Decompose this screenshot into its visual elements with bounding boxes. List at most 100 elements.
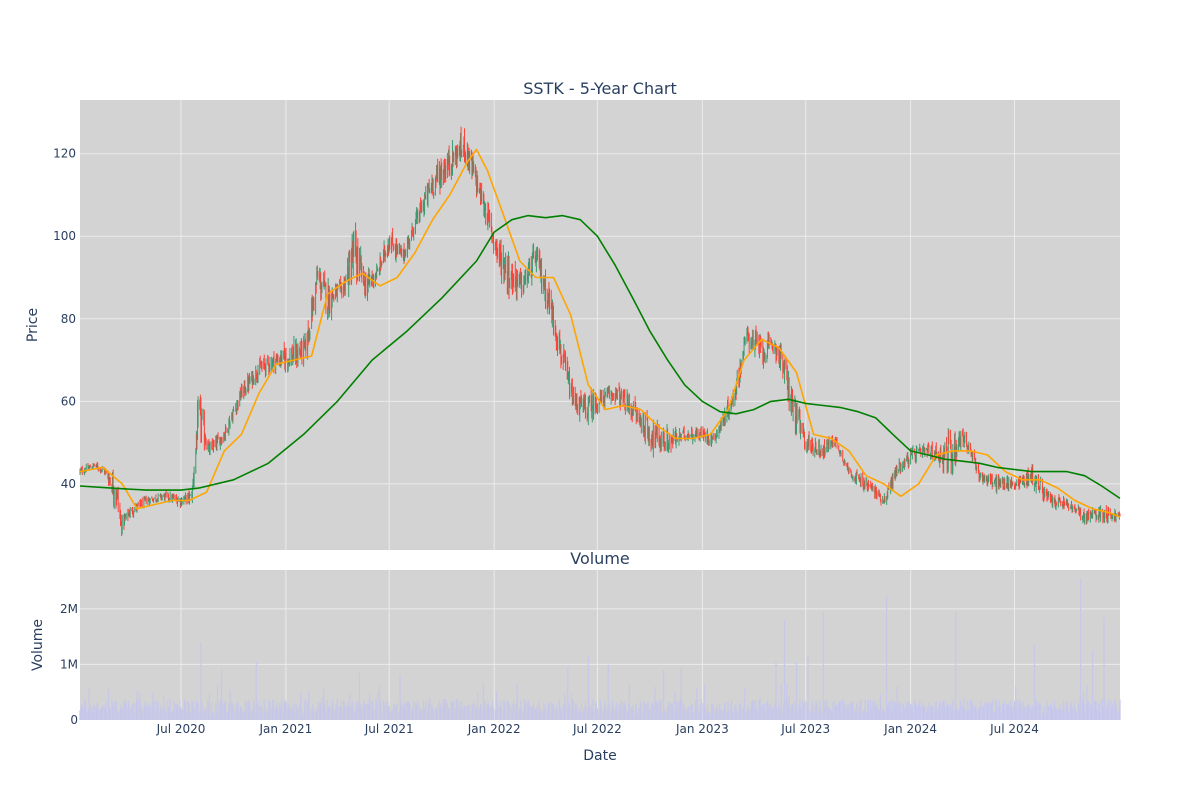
volume-bar [1115,709,1118,720]
volume-bar [399,675,401,720]
volume-bar [952,699,954,720]
x-tick-label: Jul 2020 [156,722,206,736]
volume-bar [704,684,706,720]
volume-bar [808,713,810,720]
volume-bar [835,704,837,720]
volume-bar [844,704,846,720]
volume-bar [516,697,519,720]
volume-bar [1103,617,1105,720]
volume-bar [604,704,607,720]
volume-bar [756,713,758,720]
volume-bar [197,702,199,720]
volume-bar [493,708,495,720]
volume-bar [1104,701,1106,720]
volume-bar [608,704,611,720]
volume-bar [920,707,922,720]
price-tick-label: 40 [61,477,76,491]
volume-bar [217,703,219,720]
volume-bar [544,704,546,720]
volume-bar [964,706,966,720]
volume-bar [888,702,890,720]
volume-bar [160,704,162,720]
volume-bar [796,711,798,720]
volume-bar [457,706,459,720]
volume-bar [233,713,235,720]
volume-bar [676,705,678,720]
volume-bar [776,708,778,720]
volume-bar [636,712,638,720]
volume-bar [141,706,143,720]
volume-panel[interactable] [80,570,1120,720]
volume-bar [382,699,385,720]
volume-bar [136,690,138,720]
volume-bar [208,694,211,720]
volume-bar [458,700,460,720]
volume-bar [980,701,982,720]
volume-bar [942,699,944,720]
volume-bar [972,706,974,720]
volume-bar [453,701,455,720]
volume-bar [1068,712,1070,720]
volume-bar [928,702,930,720]
volume-bar [1048,706,1050,720]
volume-bar [1063,704,1065,720]
volume-bar [466,705,468,720]
volume-bar [129,706,131,720]
price-panel[interactable] [80,100,1120,550]
volume-bar [1008,705,1010,720]
volume-bar [648,709,650,720]
volume-bar [672,706,674,720]
volume-bar [916,707,918,720]
volume-bar [988,702,990,720]
volume-bar [329,706,331,720]
volume-bar [684,709,686,720]
volume-bar [309,713,311,720]
volume-bar [696,700,698,720]
volume-bar [261,713,263,720]
volume-tick-label: 1M [60,657,78,671]
volume-bar [828,708,830,720]
volume-bar [876,704,878,720]
volume-bar [113,702,115,720]
moving-average-lines [79,148,1121,518]
volume-bar [373,710,375,720]
long-moving-average-line [79,214,1121,500]
volume-bar [1012,707,1014,720]
volume-bar [300,705,302,720]
volume-bar [859,702,861,720]
volume-tick-label: 0 [70,713,78,727]
volume-bar [161,709,163,720]
volume-bar [321,697,323,720]
volume-bar [1072,707,1074,720]
volume-bar [1028,703,1030,720]
volume-bar [361,704,363,720]
axis-ticks: Jul 2020 Jan 2021 Jul 2021 Jan 2022 Jul 2022… [53,147,1039,736]
volume-bar [273,707,275,720]
volume-bar [848,704,850,720]
volume-bar [389,712,391,720]
volume-bar [333,711,335,720]
volume-bar [556,713,559,720]
volume-bar [381,712,383,720]
volume-bar [515,703,517,720]
volume-bar [304,700,306,720]
volume-bar [1032,705,1034,720]
volume-bar [469,707,471,720]
volume-bar [317,701,319,720]
volume-bar [628,683,630,720]
volume-bar [1086,685,1088,720]
volume-bar [325,709,327,720]
volume-bar [780,683,782,720]
volume-bar [572,699,575,720]
volume-bar [786,699,789,720]
volume-bar [658,699,660,720]
x-tick-label: Jan 2024 [883,722,937,736]
volume-bar [255,661,257,720]
volume-bar [620,700,622,720]
volume-bar [798,704,800,720]
volume-bar [616,702,618,720]
volume-bar [205,707,207,720]
volume-bar [88,687,90,720]
volume-bar [822,611,824,720]
volume-bar [807,656,809,720]
